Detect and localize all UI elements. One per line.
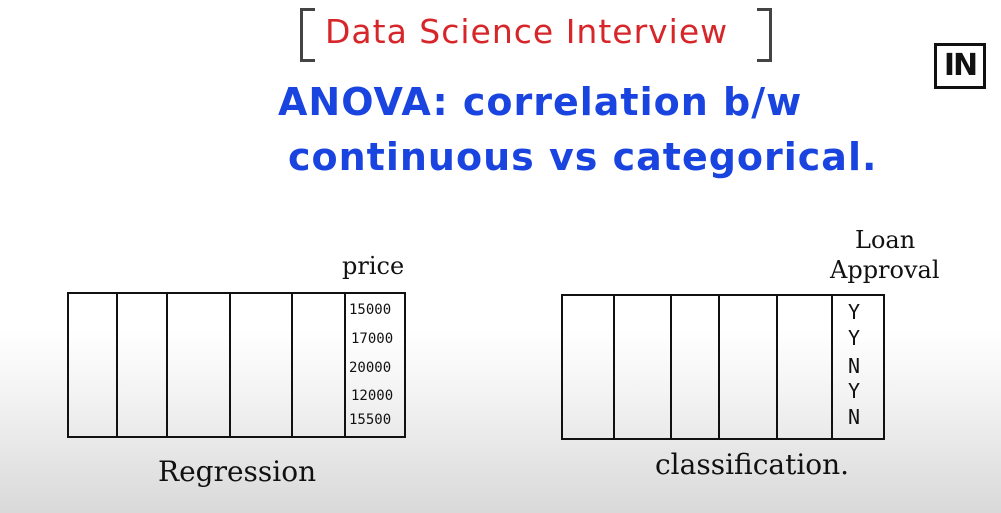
loan-value: Y	[848, 326, 861, 350]
table-column-divider	[229, 294, 231, 436]
table-column-divider	[670, 296, 672, 438]
price-value: 15500	[349, 412, 392, 428]
price-value: 15000	[349, 302, 392, 318]
price-header: price	[342, 252, 405, 280]
table-column-divider	[776, 296, 778, 438]
title: Data Science Interview	[325, 12, 729, 51]
loan-header-line-1: Loan	[855, 226, 916, 254]
logo: IN	[934, 43, 986, 89]
table-column-divider	[613, 296, 615, 438]
classification-table: Y Y N Y N	[561, 294, 885, 440]
table-column-divider	[344, 294, 346, 436]
table-column-divider	[166, 294, 168, 436]
price-value: 12000	[351, 388, 394, 404]
regression-caption: Regression	[158, 455, 317, 488]
loan-header-line-2: Approval	[830, 256, 940, 284]
table-column-divider	[831, 296, 833, 438]
loan-value: Y	[848, 379, 861, 403]
regression-table: 15000 17000 20000 12000 15500	[67, 292, 406, 438]
loan-value: Y	[848, 300, 861, 324]
title-bracket-right	[757, 8, 772, 62]
loan-value: N	[848, 354, 861, 378]
title-bracket-left	[300, 8, 315, 62]
table-column-divider	[718, 296, 720, 438]
price-value: 20000	[349, 360, 392, 376]
heading-line-1: ANOVA: correlation b/w	[278, 80, 803, 124]
heading-line-2: continuous vs categorical.	[288, 135, 878, 179]
classification-caption: classification.	[655, 448, 850, 481]
price-value: 17000	[351, 331, 394, 347]
loan-value: N	[848, 405, 861, 429]
table-column-divider	[291, 294, 293, 436]
table-column-divider	[116, 294, 118, 436]
